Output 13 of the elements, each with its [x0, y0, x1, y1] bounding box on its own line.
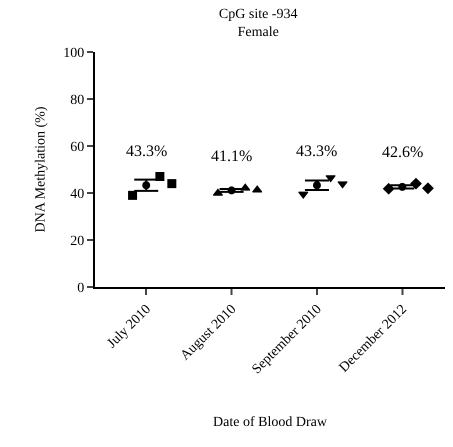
y-axis-title: DNA Methylation (%) [33, 106, 48, 232]
y-tick-label: 20 [70, 234, 84, 249]
x-axis-title: Date of Blood Draw [213, 414, 328, 430]
y-tick-label: 40 [70, 186, 84, 202]
y-tick-label: 0 [77, 280, 84, 296]
data-label: 42.6% [382, 144, 424, 161]
data-label: 43.3% [126, 143, 168, 160]
y-tick-label: 60 [70, 140, 84, 155]
data-label: 43.3% [296, 143, 338, 160]
y-tick-label: 80 [70, 92, 84, 108]
chart-title: CpG site -934 Female [218, 6, 298, 40]
data-label: 41.1% [211, 148, 252, 165]
y-tick-label: 100 [63, 46, 84, 61]
